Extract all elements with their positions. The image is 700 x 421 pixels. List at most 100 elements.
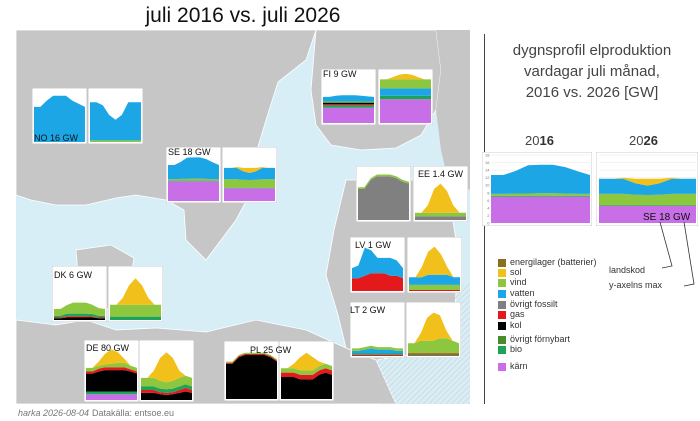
legend-label: kärn	[510, 361, 528, 371]
area-chart-pl-2016	[224, 341, 279, 401]
panel-title: dygnsprofil elproduktion vardagar juli m…	[486, 40, 698, 103]
series-gas	[86, 367, 137, 374]
y-tick-label: 0	[487, 221, 490, 226]
arrow-landskod	[659, 221, 673, 269]
series-kol	[226, 355, 277, 399]
legend-label: övrigt fossilt	[510, 299, 558, 309]
series-kärn	[380, 99, 431, 123]
series-vind	[224, 179, 275, 188]
series-gas	[409, 290, 460, 291]
series-gas	[226, 353, 277, 364]
legend-swatch	[498, 363, 506, 371]
country-label-pl: PL 25 GW	[250, 345, 292, 355]
series-vind	[141, 375, 192, 390]
series-kol	[141, 391, 192, 400]
series-kol	[54, 317, 105, 320]
land-russia-east	[436, 30, 470, 190]
series-bio	[323, 105, 374, 108]
series-gas	[54, 316, 105, 319]
footer-source: Datakälla: entsoe.eu	[92, 408, 175, 418]
series-sol	[380, 73, 431, 80]
panel-title-line-3: 2016 vs. 2026 [GW]	[525, 84, 659, 101]
panel-title-line-2: vardagar juli månad,	[524, 63, 660, 80]
arrow-y-axis-max	[683, 221, 695, 287]
area-chart-lt-2026	[406, 302, 461, 358]
series-vind	[226, 352, 277, 363]
country-label-no: NO 16 GW	[34, 133, 79, 143]
year-label-2016: 2016	[525, 133, 554, 148]
y-tick-label: 6	[487, 198, 490, 203]
y-tick-label: 2	[487, 213, 490, 218]
series-övrigt-fossilt	[358, 176, 409, 220]
area-chart-se-2016: 0 2 4 6 8 10 12 14 16 18	[482, 152, 592, 226]
year-b-prefix: 20	[629, 133, 644, 148]
area-chart-dk-2016	[52, 266, 107, 322]
year-label-2026: 2026	[629, 133, 658, 148]
series-vind	[415, 212, 466, 217]
example-country-label: SE 18 GW	[643, 212, 691, 223]
series-kol	[86, 370, 137, 392]
area-chart-lv-2026	[407, 237, 462, 293]
country-label-fi: FI 9 GW	[323, 69, 357, 79]
series-gas	[352, 273, 403, 291]
series-vind	[599, 193, 696, 206]
series-bio	[110, 316, 161, 320]
series-bio	[491, 195, 590, 197]
y-tick-label: 16	[485, 160, 490, 165]
legend-swatch	[498, 259, 506, 267]
country-label-de: DE 80 GW	[86, 343, 130, 353]
series-sol	[409, 246, 460, 278]
year-a-suffix: 16	[539, 133, 554, 148]
year-a-prefix: 20	[525, 133, 540, 148]
legend-label: sol	[510, 267, 522, 277]
country-label-ee: EE 1.4 GW	[418, 169, 464, 179]
y-tick-label: 10	[485, 183, 490, 188]
series-sol	[141, 352, 192, 383]
series-vind	[281, 363, 332, 375]
series-vatten	[323, 95, 374, 102]
y-tick-label: 18	[485, 153, 490, 158]
area-chart-se-2016	[166, 147, 221, 203]
series-sol	[415, 183, 466, 213]
area-chart-dk-2026	[108, 266, 163, 322]
series-gas	[323, 104, 374, 106]
series-sol	[86, 349, 137, 368]
legend-swatch	[498, 290, 506, 298]
series-bio	[86, 391, 137, 395]
legend-label: vatten	[510, 288, 535, 298]
area-chart-ee-2026	[413, 166, 468, 222]
annotation-landskod: landskod	[609, 265, 646, 275]
series-kärn	[168, 181, 219, 201]
series-bio	[224, 187, 275, 189]
area-chart-no-2016	[32, 88, 87, 144]
area-chart-de-2016	[84, 340, 139, 402]
series-kol	[281, 372, 332, 399]
series-vind	[168, 178, 219, 181]
legend-label: energilager (batterier)	[510, 257, 597, 267]
legend-label: vind	[510, 277, 527, 287]
series-bio	[380, 95, 431, 100]
y-tick-label: 14	[485, 168, 490, 173]
series-kärn	[599, 206, 696, 223]
year-b-suffix: 26	[643, 133, 658, 148]
series-kärn	[491, 196, 590, 223]
legend-swatch	[498, 279, 506, 287]
legend-swatch	[498, 269, 506, 277]
series-gas	[141, 387, 192, 395]
series-vind	[90, 140, 141, 142]
series-vatten	[491, 164, 590, 194]
area-chart-fi-2016	[321, 69, 376, 125]
panel-title-line-1: dygnsprofil elproduktion	[512, 42, 672, 59]
series-övrigt-fossilt	[415, 216, 466, 220]
area-chart-se-2026	[596, 152, 698, 226]
series-sol	[408, 312, 459, 344]
series-gas	[281, 368, 332, 380]
series-kärn	[86, 394, 137, 400]
legend-swatch	[498, 322, 506, 330]
legend-label: övrigt förnybart	[510, 334, 571, 344]
footer-author: harka 2026-08-04	[18, 408, 90, 418]
area-chart-fi-2026	[378, 69, 433, 125]
series-kärn	[323, 107, 374, 123]
series-kärn	[224, 188, 275, 201]
